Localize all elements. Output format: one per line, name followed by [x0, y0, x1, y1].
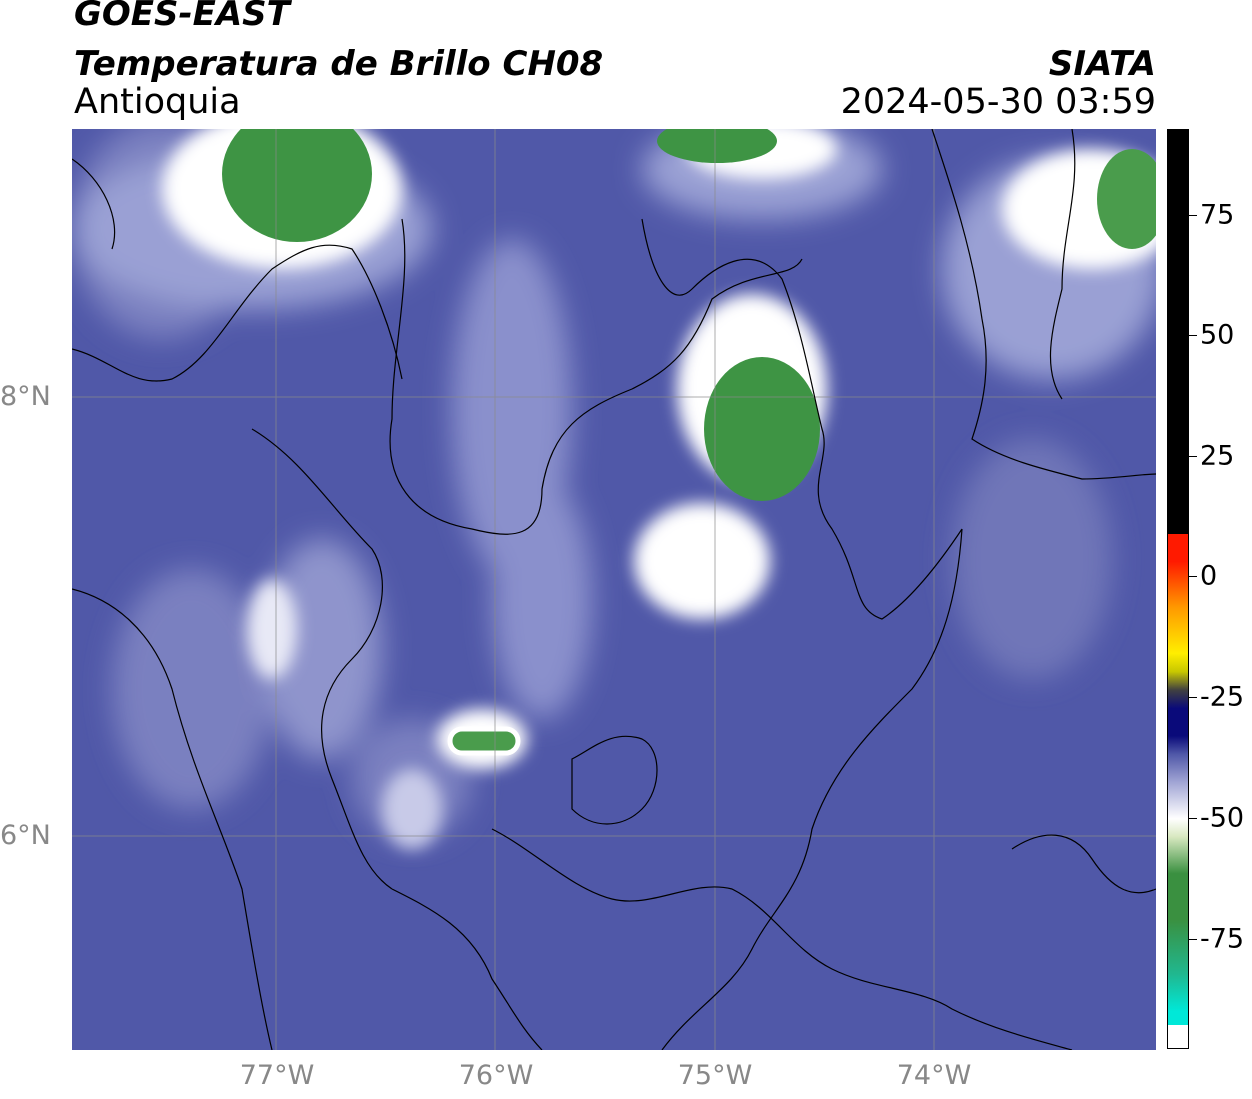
region-label: Antioquia — [74, 82, 241, 122]
colorbar-tick — [1189, 335, 1197, 336]
datetime-label: 2024-05-30 03:59 — [840, 82, 1156, 122]
lon-label-74w: 74°W — [896, 1060, 972, 1091]
colorbar-tick — [1189, 576, 1197, 577]
colorbar-tick — [1189, 818, 1197, 819]
colorbar-tick — [1189, 456, 1197, 457]
lon-label-76w: 76°W — [458, 1060, 534, 1091]
cold-cloud-tops — [222, 129, 1156, 756]
title-product: Temperatura de Brillo CH08 — [74, 44, 604, 84]
colorbar-tick — [1189, 215, 1197, 216]
lon-label-77w: 77°W — [239, 1060, 315, 1091]
title-satellite: GOES-EAST — [74, 0, 290, 34]
colorbar-label-0: 0 — [1200, 560, 1218, 592]
colorbar-label-minus75: -75 — [1200, 923, 1245, 955]
colorbar-tick — [1189, 697, 1197, 698]
grid-lines — [72, 129, 1156, 1050]
lat-label-8n: 8°N — [0, 381, 51, 412]
satellite-map[interactable] — [72, 129, 1156, 1050]
colorbar-label-75: 75 — [1200, 199, 1235, 231]
colorbar-label-minus50: -50 — [1200, 802, 1245, 834]
boundary-lines — [72, 129, 1156, 1050]
colorbar-label-minus25: -25 — [1200, 681, 1245, 713]
colorbar-tick — [1189, 939, 1197, 940]
organization-label: SIATA — [1048, 44, 1156, 84]
lat-label-6n: 6°N — [0, 820, 51, 851]
lon-label-75w: 75°W — [677, 1060, 753, 1091]
colorbar-label-25: 25 — [1200, 440, 1235, 472]
colorbar — [1167, 129, 1189, 1049]
colorbar-label-50: 50 — [1200, 319, 1235, 351]
map-canvas — [72, 129, 1156, 1050]
